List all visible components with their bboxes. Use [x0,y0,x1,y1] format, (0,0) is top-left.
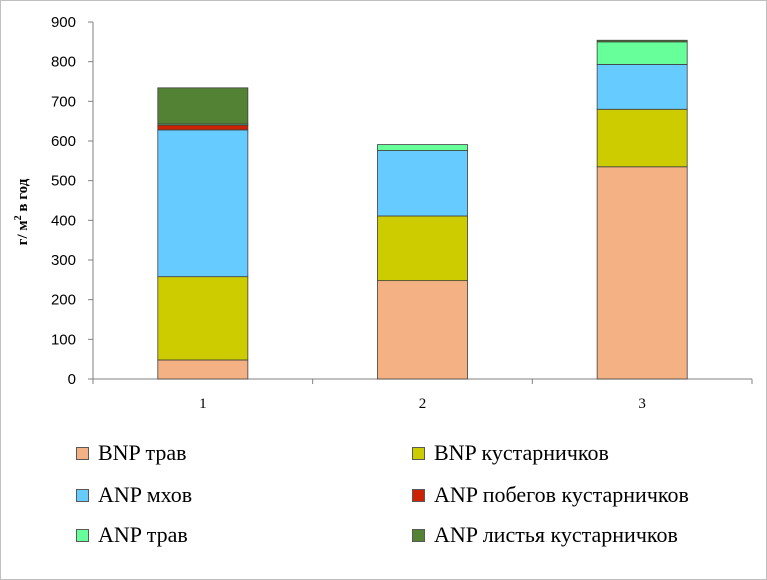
y-tick-label: 300 [51,252,76,269]
y-tick-label: 800 [51,54,76,71]
bars [157,39,688,380]
y-tick-label: 100 [51,331,76,348]
legend-label: BNP кустарничков [434,440,609,465]
y-tick-label: 400 [51,212,76,229]
bar-segment [157,87,249,125]
legend-item-anp-grass: ANP трав [76,520,188,550]
x-tick-label: 3 [638,396,646,412]
x-axis: 1 2 3 [92,378,753,412]
legend-label: ANP мхов [98,482,193,507]
y-tick-label: 500 [51,173,76,190]
stacked-bar-chart: 0 100 200 300 400 500 600 700 800 900 1 2 3 г/ м2 в… [13,14,753,412]
y-tick-label: 900 [51,14,76,31]
legend-swatch [412,446,425,460]
legend-item-anp-shrub-shoots: ANP побегов кустарничков [412,480,689,510]
bar-segment [157,129,249,278]
legend-label: BNP трав [98,440,187,465]
x-tick-label: 1 [199,396,207,412]
legend-item-anp-mosses: ANP мхов [76,480,192,510]
legend-label: ANP листья кустарничков [434,522,678,547]
legend-swatch [76,528,89,542]
legend: BNP трав BNP кустарничков ANP мхов ANP п… [76,432,766,572]
legend-label: ANP трав [98,522,188,547]
legend-label: ANP побегов кустарничков [434,482,689,507]
bar-segment [596,39,688,43]
bar-segment [157,359,249,380]
legend-swatch [412,528,425,542]
legend-swatch [412,488,425,502]
y-tick-label: 0 [68,371,76,388]
bar-segment [596,108,688,168]
bar-segment [377,280,468,380]
y-tick-label: 600 [51,133,76,150]
bar-segment [377,215,468,282]
legend-swatch [76,488,89,502]
bar-segment [157,124,249,131]
bar-segment [377,144,468,151]
y-tick-label: 700 [51,93,76,110]
bar-segment [377,150,468,217]
legend-swatch [76,446,89,460]
legend-item-bnp-grass: BNP трав [76,438,187,468]
legend-item-bnp-shrubs: BNP кустарничков [412,438,609,468]
legend-item-anp-shrub-leaves: ANP листья кустарничков [412,520,678,550]
bar-segment [596,166,688,380]
x-tick-label: 2 [419,396,427,412]
y-axis: 0 100 200 300 400 500 600 700 800 900 [51,14,94,388]
bar-segment [596,64,688,110]
y-axis-title: г/ м2 в год [13,178,31,245]
y-tick-label: 200 [51,292,76,309]
bar-segment [596,41,688,65]
bar-segment [157,276,249,361]
